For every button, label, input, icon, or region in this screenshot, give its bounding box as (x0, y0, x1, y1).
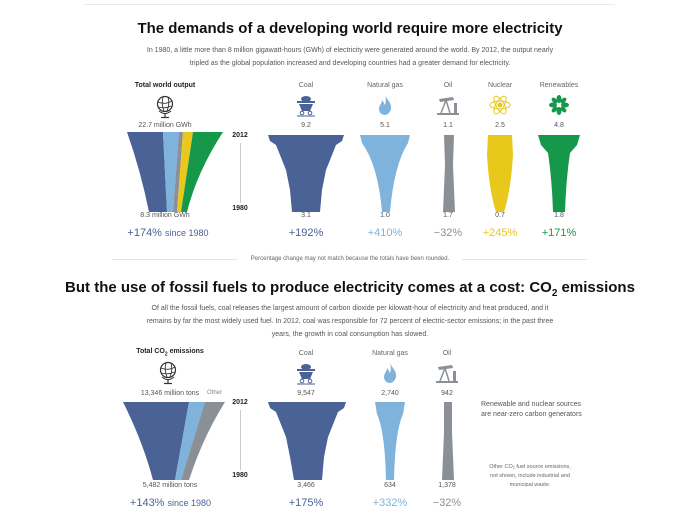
year-2012-label: 2012 (232, 132, 248, 139)
coal-cart-icon (296, 94, 316, 118)
section1-description: In 1980, a little more than 8 million gi… (146, 47, 554, 67)
footnote: Percentage change may not match because … (250, 256, 450, 262)
flame-icon (378, 95, 392, 115)
total-change-suffix: since 1980 (165, 228, 209, 238)
oil-co2-change: −32% (432, 497, 462, 509)
nuclear-1980-value: 0.7 (495, 212, 505, 219)
year-1980-label: 1980 (232, 205, 248, 212)
nuclear-change: +245% (482, 227, 518, 239)
other-emissions-note: Other CO₂ fuel source emissions, not sho… (489, 464, 571, 488)
coal-co2-funnel (268, 402, 346, 480)
natural-gas-funnel (360, 135, 410, 212)
natural-gas-co2-change: +332% (372, 497, 408, 509)
coal-cart-icon (296, 362, 316, 386)
natural-gas-co2-label: Natural gas (372, 350, 408, 357)
coal-1980-value: 3.1 (301, 212, 311, 219)
total-co2-stacked-funnel (123, 402, 225, 480)
section2-title-end: emissions (557, 279, 635, 296)
oil-label: Oil (443, 82, 453, 89)
total-1980-value: 8.3 million GWh (140, 212, 190, 219)
coal-co2-label: Coal (298, 350, 314, 357)
nuclear-2012-value: 2.5 (495, 122, 505, 129)
section2-description: Of all the fossil fuels, coal releases t… (146, 305, 554, 338)
total-2012-value: 22.7 million GWh (138, 122, 192, 129)
natural-gas-change: +410% (367, 227, 403, 239)
year-1980-label: 1980 (232, 472, 248, 479)
footnote-divider-left (112, 259, 237, 260)
natural-gas-co2-2012-value: 2,740 (381, 390, 399, 397)
natural-gas-1980-value: 1.0 (380, 212, 390, 219)
section1-title: The demands of a developing world requir… (137, 20, 563, 37)
renewables-change: +171% (541, 227, 577, 239)
total-co2-change: +143% since 1980 (118, 497, 223, 509)
section2-title: But the use of fossil fuels to produce e… (0, 279, 700, 299)
oil-pump-icon (436, 363, 458, 383)
natural-gas-co2-funnel (375, 402, 405, 480)
coal-co2-change: +175% (288, 497, 324, 509)
oil-co2-1980-value: 1,378 (438, 482, 456, 489)
total-co2-1980-value: 5,482 million tons (142, 482, 198, 489)
total-output-label: Total world output (134, 82, 196, 89)
total-co2-change-suffix: since 1980 (167, 498, 212, 508)
renewables-1980-value: 1.8 (554, 212, 564, 219)
oil-pump-icon (437, 95, 459, 115)
oil-2012-value: 1.1 (443, 122, 453, 129)
footnote-divider-right (462, 259, 587, 260)
total-co2-2012-value: 13,346 million tons (140, 390, 200, 397)
coal-change: +192% (288, 227, 324, 239)
globe-icon (155, 93, 175, 119)
renewables-label: Renewables (539, 82, 579, 89)
total-change: +174% since 1980 (118, 227, 218, 239)
oil-co2-label: Oil (442, 350, 452, 357)
natural-gas-co2-1980-value: 634 (384, 482, 396, 489)
total-output-stacked-funnel (127, 132, 223, 212)
natural-gas-label: Natural gas (367, 82, 403, 89)
oil-change: −32% (433, 227, 463, 239)
other-label: Other (207, 390, 223, 396)
oil-co2-2012-value: 942 (441, 390, 453, 397)
zero-carbon-note: Renewable and nuclear sources are near-z… (481, 401, 582, 418)
coal-label: Coal (298, 82, 314, 89)
section2-title-main: But the use of fossil fuels to produce e… (65, 279, 552, 296)
oil-1980-value: 1.7 (443, 212, 453, 219)
coal-funnel (268, 135, 344, 212)
renewables-funnel (538, 135, 580, 212)
coal-co2-1980-value: 3,466 (297, 482, 315, 489)
natural-gas-2012-value: 5.1 (380, 122, 390, 129)
year-axis (240, 410, 241, 470)
nuclear-funnel (487, 135, 513, 212)
total-co2-label: Total CO2 emissions (136, 348, 204, 358)
coal-2012-value: 9.2 (301, 122, 311, 129)
total-change-pct: +174% (127, 227, 162, 239)
oil-funnel (442, 135, 456, 212)
globe-icon (158, 359, 178, 385)
oil-co2-funnel (441, 402, 455, 480)
top-divider (85, 4, 615, 5)
coal-co2-2012-value: 9,547 (297, 390, 315, 397)
total-co2-change-pct: +143% (129, 497, 165, 509)
section2-title-sub: 2 (551, 288, 558, 299)
year-axis (240, 143, 241, 203)
year-2012-label: 2012 (232, 399, 248, 406)
leaf-flower-icon (549, 95, 569, 115)
renewables-2012-value: 4.8 (554, 122, 564, 129)
atom-icon (489, 95, 511, 115)
flame-icon (383, 363, 397, 383)
nuclear-label: Nuclear (487, 82, 513, 89)
